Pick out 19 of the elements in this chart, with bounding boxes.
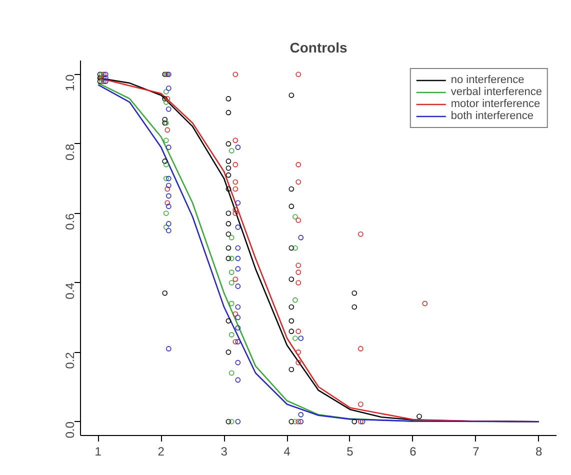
x-tick-label: 2	[158, 444, 165, 458]
x-tick-label: 4	[284, 444, 291, 458]
y-tick-label: 0.6	[63, 212, 77, 230]
y-tick-label: 0.4	[63, 282, 77, 300]
x-tick-label: 7	[472, 444, 480, 458]
y-tick-label: 0.0	[63, 421, 77, 438]
x-tick-label: 1	[94, 444, 102, 458]
legend-label: motor interference	[450, 98, 540, 110]
y-tick-label: 0.2	[63, 352, 77, 369]
x-tick-label: 3	[220, 444, 228, 458]
legend-label: both interference	[450, 110, 534, 122]
chart-title: Controls	[290, 40, 348, 56]
x-tick-label: 5	[346, 444, 354, 458]
legend-label: verbal interference	[450, 86, 542, 98]
legend-label: no interference	[450, 74, 524, 86]
x-tick-label: 6	[410, 444, 417, 458]
y-tick-label: 1.0	[63, 74, 77, 92]
y-tick-label: 0.8	[63, 144, 77, 161]
x-tick-label: 8	[536, 444, 543, 458]
